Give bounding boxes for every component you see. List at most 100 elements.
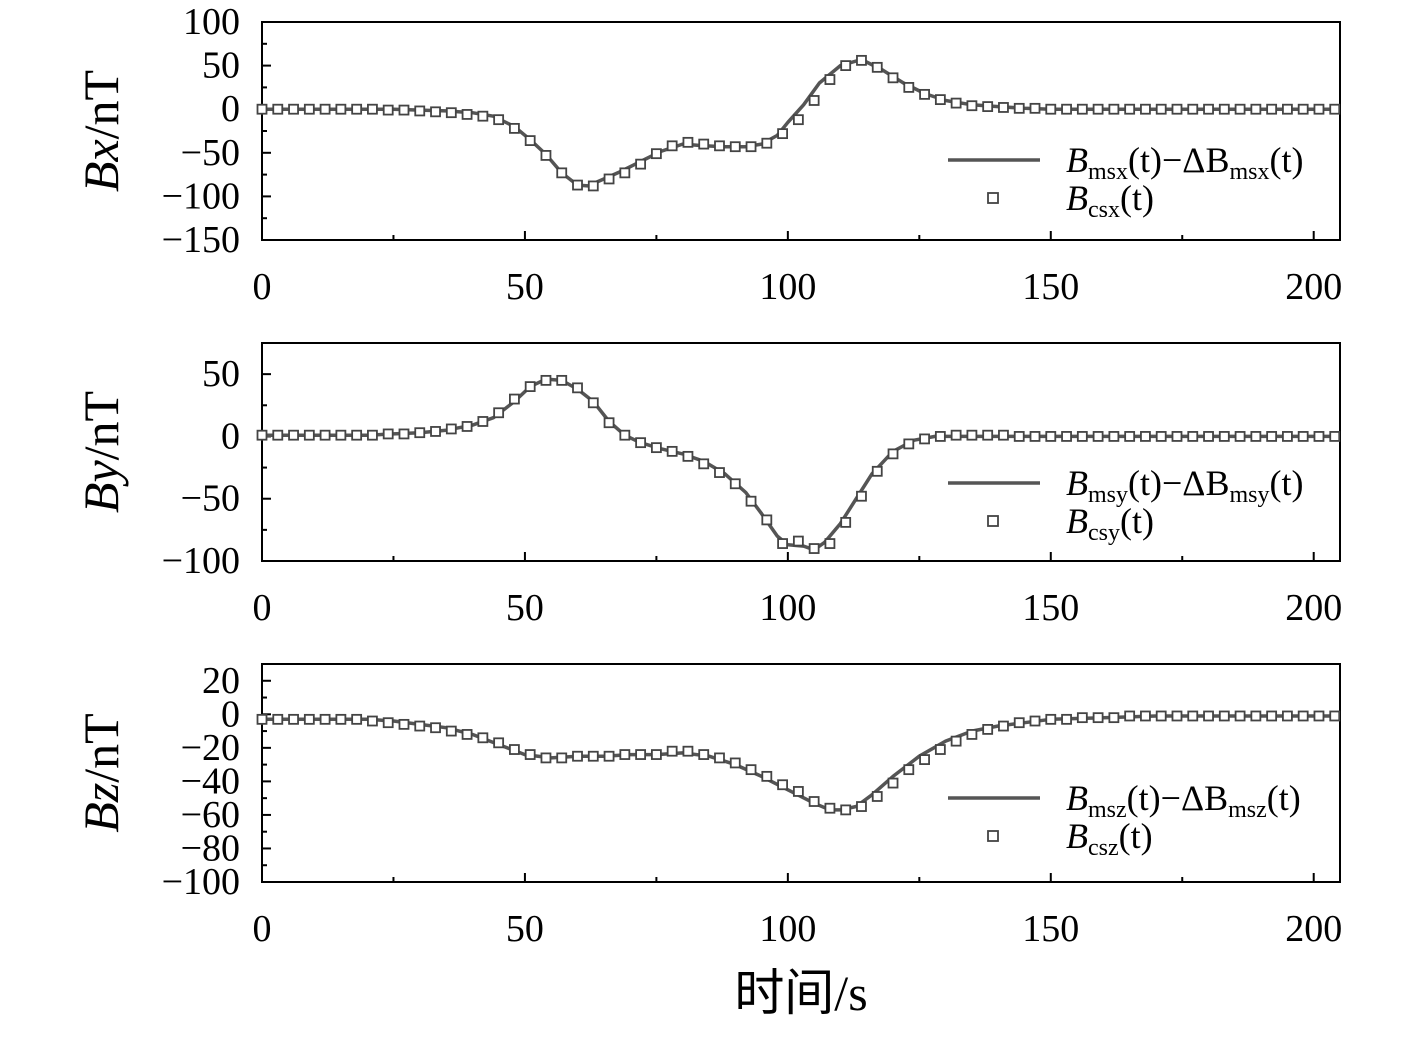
series-point-measured [1218, 710, 1230, 722]
series-point-measured [1234, 710, 1246, 722]
x-tick-label: 0 [253, 266, 272, 308]
series-point-measured [1045, 431, 1057, 442]
x-tick-label: 50 [506, 266, 544, 308]
series-point-measured [1218, 103, 1230, 115]
series-point-measured [729, 478, 741, 490]
series-point-measured [903, 764, 915, 776]
series-point-measured [745, 764, 757, 776]
series-point-measured [1045, 103, 1057, 115]
series-point-measured [509, 122, 520, 134]
series-point-measured [1013, 431, 1025, 442]
series-point-measured [524, 381, 536, 393]
series-point-measured [792, 114, 804, 126]
series-point-measured [871, 465, 883, 477]
series-point-measured [714, 752, 725, 764]
series-point-measured [335, 429, 347, 441]
y-tick-label: −100 [162, 861, 240, 903]
series-point-measured [1282, 710, 1293, 722]
series-point-measured [761, 514, 773, 526]
series-point-measured [540, 150, 552, 161]
series-point-measured [414, 720, 426, 732]
y-tick-label: −100 [162, 540, 240, 582]
series-point-measured [1076, 103, 1088, 115]
legend-square-marker [987, 192, 999, 204]
series-point-measured [934, 744, 946, 755]
series-point-measured [1266, 710, 1278, 722]
series-point-measured [1124, 431, 1136, 442]
series-point-measured [745, 495, 757, 507]
legend-entry: Bcsx(t) [1066, 178, 1154, 223]
series-point-measured [1155, 710, 1167, 722]
series-point-measured [1266, 431, 1278, 442]
x-tick-label: 100 [759, 587, 816, 629]
y-tick-label: 100 [183, 1, 240, 43]
series-point-measured [398, 718, 410, 730]
series-point-measured [303, 429, 315, 441]
series-point-measured [414, 427, 426, 439]
series-point-measured [1076, 431, 1088, 442]
series-point-measured [824, 538, 836, 549]
x-tick-label: 100 [759, 266, 816, 308]
series-point-measured [540, 752, 552, 764]
series-point-measured [792, 535, 804, 547]
y-tick-label: −50 [181, 478, 240, 520]
series-point-measured [445, 725, 457, 737]
series-point-measured [303, 103, 315, 115]
series-point-measured [1061, 713, 1072, 725]
series-point-measured [998, 102, 1009, 113]
legend-entry: Bcsz(t) [1066, 816, 1153, 861]
series-point-measured [461, 729, 473, 740]
series-point-measured [1297, 710, 1309, 722]
series-point-measured [635, 158, 647, 170]
series-point-measured [919, 88, 930, 100]
series-point-measured [256, 713, 268, 725]
series-point-measured [1313, 431, 1325, 442]
series-point-measured [367, 429, 378, 441]
series-point-measured [1124, 103, 1136, 115]
series-point-measured [934, 431, 946, 442]
series-point-measured [887, 448, 899, 460]
series-point-measured [1266, 103, 1278, 115]
y-tick-label: 50 [202, 353, 240, 395]
x-tick-label: 200 [1285, 266, 1342, 308]
series-point-measured [808, 796, 820, 807]
series-point-measured [1124, 710, 1136, 722]
series-point-measured [919, 433, 930, 445]
series-point-measured [1171, 103, 1183, 115]
series-point-measured [509, 744, 520, 755]
series-point-measured [619, 167, 631, 179]
series-point-measured [619, 429, 631, 441]
series-point-measured [871, 791, 883, 802]
series-point-measured [1061, 103, 1072, 115]
series-point-measured [1313, 103, 1325, 115]
series-point-measured [272, 103, 284, 115]
series-point-measured [1187, 103, 1199, 115]
series-point-measured [572, 382, 583, 394]
series-point-measured [319, 713, 331, 725]
series-point-measured [871, 61, 883, 73]
x-tick-label: 50 [506, 587, 544, 629]
series-point-measured [824, 74, 836, 85]
series-point-measured [509, 393, 520, 405]
series-point-measured [998, 720, 1009, 732]
series-point-measured [1187, 710, 1199, 722]
series-point-measured [856, 801, 867, 812]
series-point-measured [351, 103, 363, 115]
series-point-measured [1203, 710, 1214, 722]
series-point-measured [666, 445, 678, 457]
series-point-measured [430, 722, 441, 734]
series-point-measured [1029, 102, 1041, 114]
series-point-measured [572, 179, 583, 191]
series-point-measured [556, 167, 568, 179]
series-point-measured [1313, 710, 1325, 722]
series-point-measured [745, 141, 757, 153]
series-point-measured [682, 450, 694, 462]
series-point-measured [856, 54, 867, 66]
x-tick-label: 200 [1285, 908, 1342, 950]
x-tick-label: 50 [506, 908, 544, 950]
x-tick-label: 200 [1285, 587, 1342, 629]
series-point-measured [445, 423, 457, 435]
series-point-measured [493, 407, 505, 419]
